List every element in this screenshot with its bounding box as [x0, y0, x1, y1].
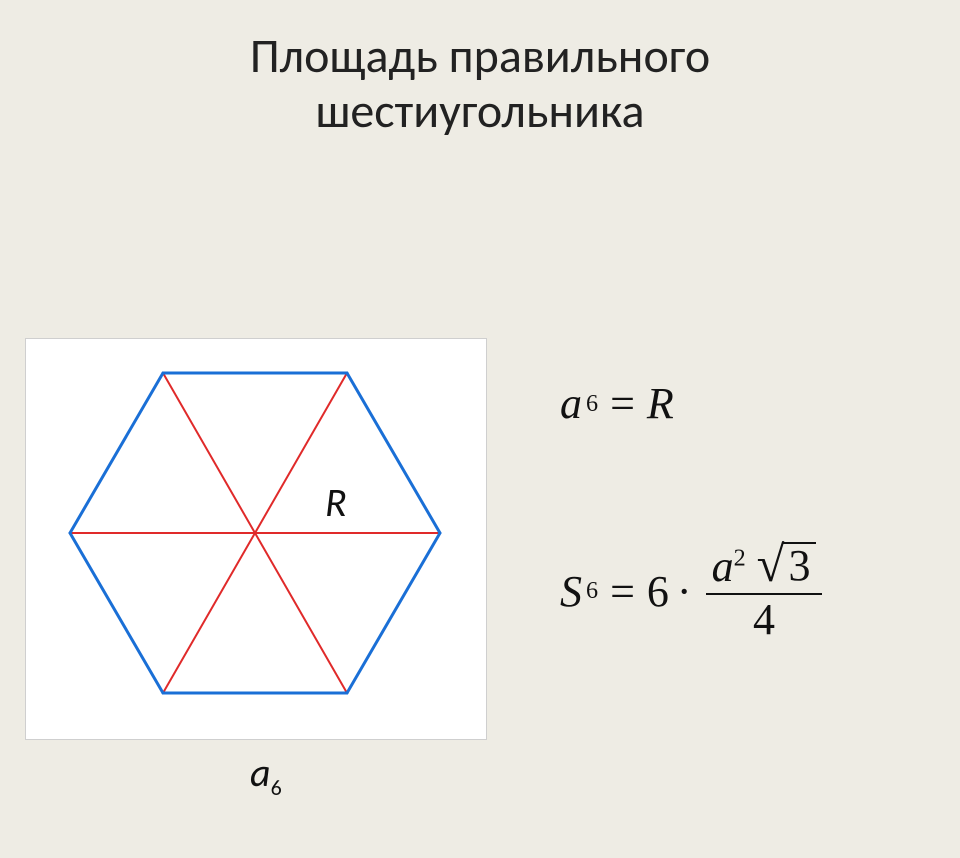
label-radius: R	[325, 478, 347, 527]
label-side-a6: a6	[250, 748, 282, 801]
label-a6-sub: 6	[271, 774, 282, 801]
eq1-lhs-sub: 6	[586, 390, 598, 418]
label-a6-base: a	[250, 748, 271, 797]
title-line-1: Площадь правильного	[0, 28, 960, 83]
eq2-sqrt-arg: 3	[782, 542, 816, 588]
eq1-lhs-base: a	[560, 378, 582, 429]
hexagon-diagonals	[70, 373, 440, 693]
eq1-rhs: R	[647, 378, 674, 429]
eq2-equals: =	[610, 566, 635, 617]
eq2-lhs-sub: 6	[586, 577, 598, 605]
eq2-coeff: 6	[647, 566, 669, 617]
eq2-dot: ·	[677, 566, 692, 617]
sqrt-icon: √	[757, 538, 785, 591]
page-title: Площадь правильного шестиугольника	[0, 0, 960, 138]
content-area: R a6 a6 = R S6 = 6 · a2 √	[0, 138, 960, 698]
formula-area-hexagon: S6 = 6 · a2 √ 3 4	[560, 538, 822, 643]
title-line-2: шестиугольника	[0, 83, 960, 138]
eq2-fraction: a2 √ 3 4	[706, 538, 823, 643]
eq2-num-sup: 2	[734, 545, 746, 572]
eq2-numerator: a2 √ 3	[706, 538, 823, 593]
eq2-num-base: a	[712, 542, 734, 591]
eq2-denominator: 4	[747, 595, 781, 643]
hexagon-diagram	[0, 138, 960, 858]
eq2-sqrt: √ 3	[757, 538, 817, 591]
eq1-equals: =	[610, 378, 635, 429]
formula-a6-equals-R: a6 = R	[560, 378, 674, 429]
eq2-lhs-base: S	[560, 566, 582, 617]
